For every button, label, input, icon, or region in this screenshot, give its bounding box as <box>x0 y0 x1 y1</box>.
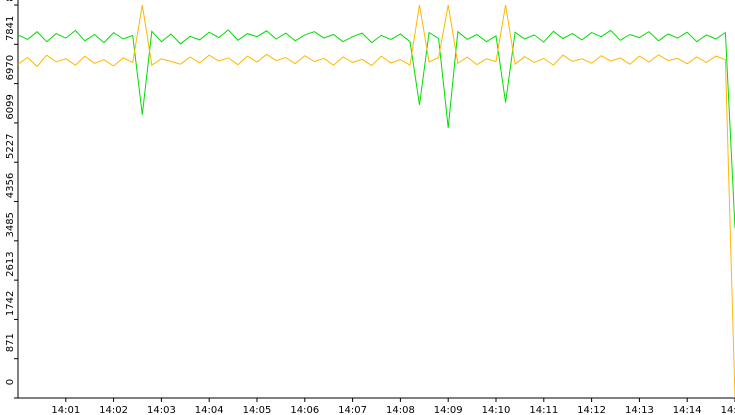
x-tick-label: 14:11 <box>529 405 558 415</box>
x-tick-label: 14:03 <box>147 405 176 415</box>
x-tick-label: 14:04 <box>195 405 224 415</box>
x-tick-label: 14:05 <box>243 405 272 415</box>
y-tick-label: 6099 <box>5 94 16 119</box>
x-tick-label: 14:02 <box>99 405 128 415</box>
y-tick-label: 7841 <box>5 16 16 41</box>
x-tick-label: 14:09 <box>434 405 463 415</box>
y-tick-label: 5227 <box>5 134 16 159</box>
x-tick-label: 14:07 <box>338 405 367 415</box>
series-line <box>17 4 735 399</box>
x-tick-label: 14:13 <box>625 405 654 415</box>
y-tick-label: 6970 <box>5 55 16 80</box>
x-tick-label: 14:01 <box>51 405 80 415</box>
y-tick-label: 2613 <box>5 251 16 276</box>
x-tick-label: 14:06 <box>290 405 319 415</box>
y-tick-label: 0 <box>5 379 16 385</box>
x-tick-label: 14:08 <box>386 405 415 415</box>
x-tick-label: 14:10 <box>482 405 511 415</box>
y-tick-label: 1742 <box>5 291 16 316</box>
y-tick-label: 4356 <box>5 173 16 198</box>
x-tick-label: 14:14 <box>673 405 702 415</box>
y-tick-label: 8713 <box>5 0 16 2</box>
series-line <box>17 29 735 229</box>
x-tick-label: 14:12 <box>577 405 606 415</box>
y-tick-label: 871 <box>5 333 16 352</box>
y-tick-label: 3485 <box>5 212 16 237</box>
x-tick-label: 14:15 <box>721 405 735 415</box>
